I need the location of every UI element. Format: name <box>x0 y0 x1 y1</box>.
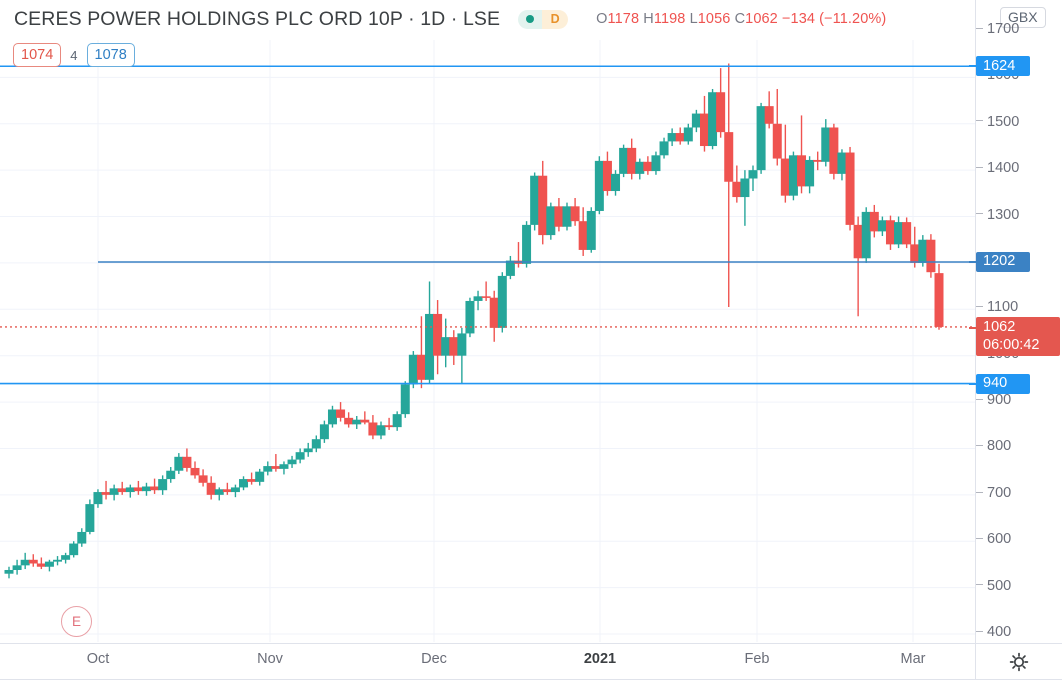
high-label: H <box>643 11 654 27</box>
candlestick-svg <box>0 40 975 642</box>
price-tick: 800 <box>976 438 1011 454</box>
time-tick: Oct <box>86 651 110 667</box>
chart-settings-button[interactable] <box>975 643 1062 680</box>
gear-icon <box>1009 652 1029 672</box>
earnings-marker[interactable]: E <box>61 606 92 637</box>
high-value: 1198 <box>653 11 686 27</box>
open-label: O <box>596 11 608 27</box>
price-level-badge[interactable]: 1062 06:00:42 <box>969 316 1060 356</box>
price-tick: 900 <box>976 392 1011 408</box>
time-tick: Feb <box>744 651 770 667</box>
price-tick: 600 <box>976 531 1011 547</box>
time-axis[interactable]: Oct Nov Dec 2021 Feb Mar <box>0 643 975 680</box>
interval-letter: D <box>542 9 569 29</box>
price-axis[interactable]: GBX 400500600700800900100011001200130014… <box>969 0 1062 643</box>
price-level-badge[interactable]: 940 <box>969 373 1030 394</box>
price-tick: 1700 <box>976 21 1019 37</box>
price-tick: 700 <box>976 485 1011 501</box>
time-tick: 2021 <box>583 651 617 667</box>
change-value: −134 (−11.20%) <box>781 11 887 27</box>
time-tick: Dec <box>421 651 447 667</box>
price-tick: 400 <box>976 624 1011 640</box>
session-status-badge[interactable]: D <box>518 9 569 29</box>
price-tick: 500 <box>976 578 1011 594</box>
ohlc-values: O1178 H1198 L1056 C1062 −134 (−11.20%) <box>596 11 886 27</box>
range-badges: 1074 4 1078 <box>13 42 135 68</box>
price-tick: 1100 <box>976 299 1018 315</box>
low-value: 1056 <box>697 11 731 27</box>
range-high-badge[interactable]: 1078 <box>86 43 135 67</box>
open-value: 1178 <box>607 11 640 27</box>
price-tick: 1300 <box>976 207 1019 223</box>
low-label: L <box>689 11 698 27</box>
symbol-title[interactable]: CERES POWER HOLDINGS PLC ORD 10P · 1D · … <box>14 7 501 30</box>
chart-legend: CERES POWER HOLDINGS PLC ORD 10P · 1D · … <box>14 6 886 32</box>
close-value: 1062 <box>745 11 778 27</box>
price-tick: 1400 <box>976 160 1019 176</box>
price-tick: 1500 <box>976 114 1019 130</box>
range-low-badge[interactable]: 1074 <box>13 43 62 67</box>
time-tick: Mar <box>900 651 926 667</box>
currency-unit-badge[interactable]: GBX <box>1000 7 1046 28</box>
time-tick: Nov <box>257 651 283 667</box>
price-level-badge[interactable]: 1624 <box>969 56 1030 77</box>
close-label: C <box>734 11 746 27</box>
range-count-label: 4 <box>70 47 78 63</box>
price-level-badge[interactable]: 1202 <box>969 251 1030 272</box>
chart-plot-area[interactable] <box>0 40 975 642</box>
status-dot-icon <box>518 9 543 29</box>
